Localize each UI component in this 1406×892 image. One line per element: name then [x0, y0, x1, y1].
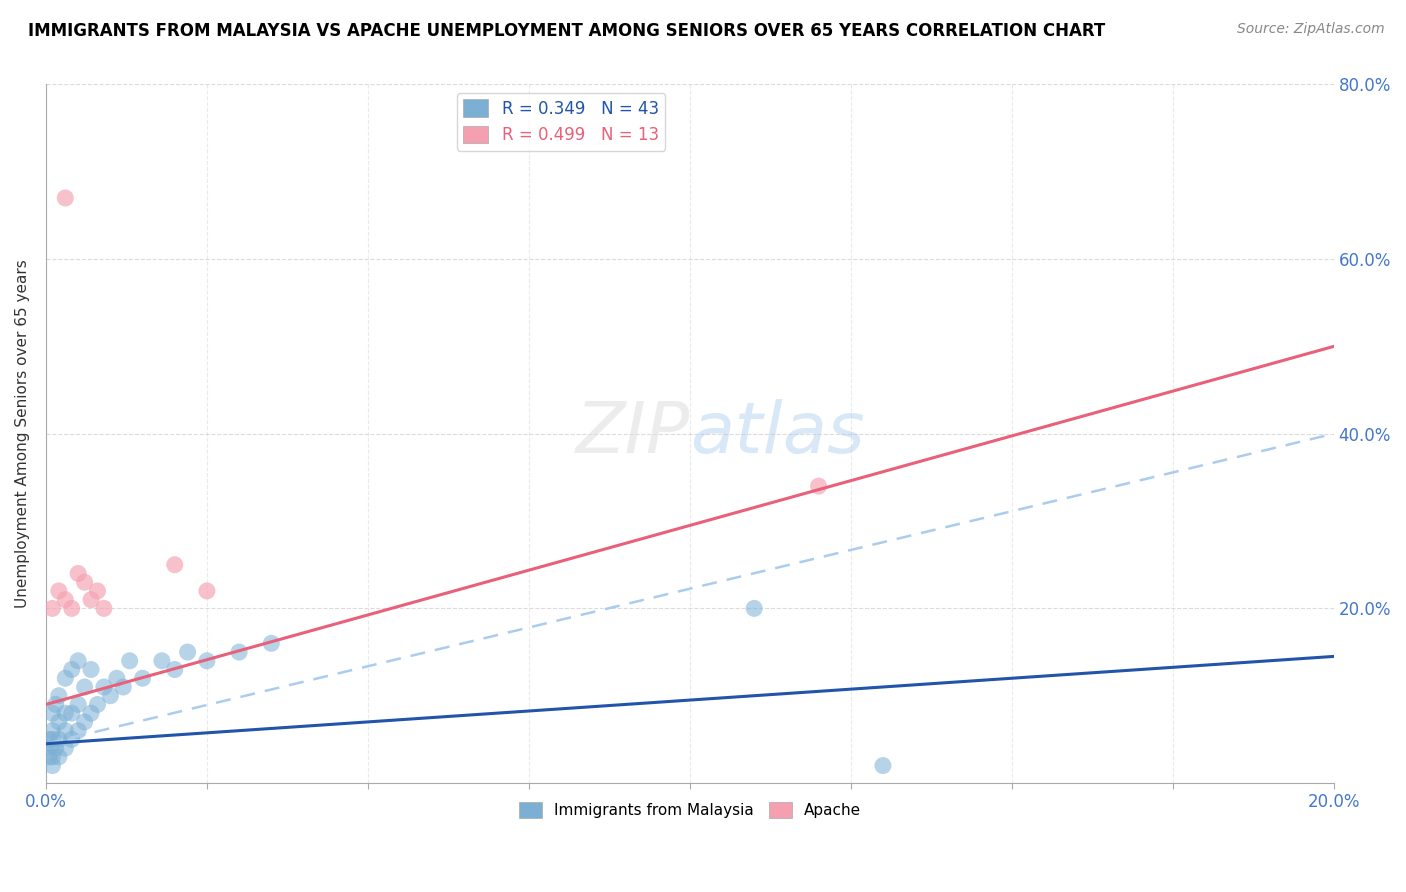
Point [48, 689, 70, 703]
Text: atlas: atlas [690, 400, 865, 468]
Point [67, 723, 90, 738]
Point [80, 706, 103, 721]
Point [86, 583, 108, 598]
Point [45, 741, 67, 756]
Point [112, 680, 135, 694]
Point [60, 663, 83, 677]
Point [53, 671, 76, 685]
Point [80, 592, 103, 607]
Point [53, 723, 76, 738]
Point [60, 601, 83, 615]
Point [195, 654, 218, 668]
Point [872, 758, 894, 772]
Point [38, 732, 60, 747]
Point [86, 698, 108, 712]
Point [93, 680, 115, 694]
Point [67, 566, 90, 581]
Point [163, 558, 186, 572]
Point [53, 706, 76, 721]
Point [53, 741, 76, 756]
Point [41, 706, 63, 721]
Point [150, 654, 173, 668]
Point [118, 654, 141, 668]
Point [195, 583, 218, 598]
Y-axis label: Unemployment Among Seniors over 65 years: Unemployment Among Seniors over 65 years [15, 260, 30, 608]
Point [67, 654, 90, 668]
Point [742, 601, 765, 615]
Point [80, 663, 103, 677]
Point [131, 671, 153, 685]
Point [73, 680, 96, 694]
Point [60, 732, 83, 747]
Point [807, 479, 830, 493]
Point [45, 698, 67, 712]
Point [163, 663, 186, 677]
Point [38, 741, 60, 756]
Point [73, 575, 96, 590]
Point [60, 706, 83, 721]
Point [260, 636, 283, 650]
Legend: Immigrants from Malaysia, Apache: Immigrants from Malaysia, Apache [512, 796, 868, 824]
Point [73, 714, 96, 729]
Point [48, 714, 70, 729]
Point [98, 689, 121, 703]
Point [48, 732, 70, 747]
Point [93, 601, 115, 615]
Point [41, 723, 63, 738]
Point [176, 645, 198, 659]
Point [41, 601, 63, 615]
Point [48, 583, 70, 598]
Point [105, 671, 128, 685]
Text: IMMIGRANTS FROM MALAYSIA VS APACHE UNEMPLOYMENT AMONG SENIORS OVER 65 YEARS CORR: IMMIGRANTS FROM MALAYSIA VS APACHE UNEMP… [28, 22, 1105, 40]
Point [67, 698, 90, 712]
Point [53, 191, 76, 205]
Text: Source: ZipAtlas.com: Source: ZipAtlas.com [1237, 22, 1385, 37]
Point [41, 758, 63, 772]
Point [53, 592, 76, 607]
Point [38, 749, 60, 764]
Point [48, 749, 70, 764]
Point [41, 749, 63, 764]
Point [41, 732, 63, 747]
Text: ZIP: ZIP [575, 400, 690, 468]
Point [228, 645, 250, 659]
